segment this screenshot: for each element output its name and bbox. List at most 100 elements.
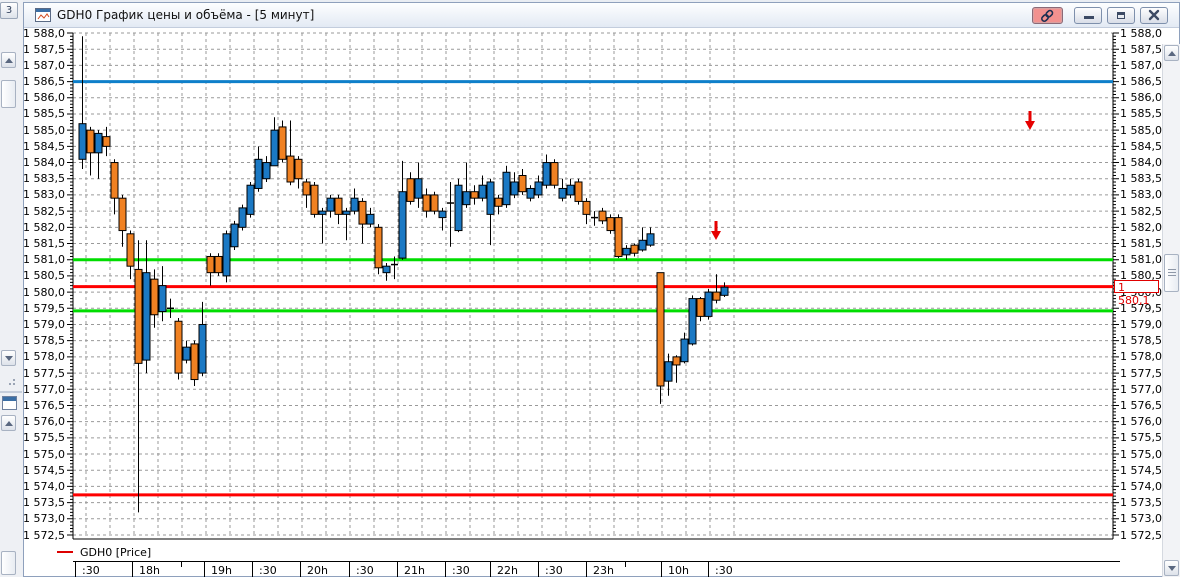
close-button[interactable] bbox=[1140, 7, 1168, 24]
candle bbox=[174, 318, 183, 380]
price-axis-label: 1 586,0 bbox=[23, 91, 65, 105]
candle bbox=[230, 220, 239, 250]
price-axis-label: 1 588,0 bbox=[23, 26, 65, 40]
candle bbox=[606, 214, 615, 234]
price-axis-label: 1 583,5 bbox=[1120, 172, 1162, 186]
background-window-icon bbox=[2, 396, 17, 410]
candle bbox=[350, 188, 359, 215]
price-axis-label: 1 580,5 bbox=[23, 269, 65, 283]
price-axis-label: 1 577,0 bbox=[1120, 382, 1162, 396]
time-axis-tick bbox=[490, 562, 491, 577]
link-window-button[interactable] bbox=[1032, 7, 1063, 24]
window-divider bbox=[0, 391, 22, 393]
candle bbox=[630, 243, 639, 257]
price-axis-label: 1 586,5 bbox=[23, 75, 65, 89]
candle bbox=[478, 175, 487, 202]
arrow-up-icon bbox=[5, 58, 13, 63]
current-price-label: 1 580,1 bbox=[1114, 280, 1159, 307]
arrow-down-icon bbox=[5, 356, 13, 361]
chart-vertical-scrollbar[interactable] bbox=[1162, 44, 1180, 577]
candle bbox=[656, 272, 665, 404]
candle bbox=[470, 185, 479, 205]
restore-icon bbox=[1117, 12, 1125, 19]
candle bbox=[566, 178, 575, 199]
scroll-down-button[interactable] bbox=[1164, 560, 1179, 576]
time-axis-label: :30 bbox=[715, 564, 733, 577]
price-axis-label: 1 576,5 bbox=[1120, 398, 1162, 412]
down-arrow-annotation bbox=[1025, 111, 1035, 130]
restore-button[interactable] bbox=[1107, 7, 1135, 24]
scrollbar-thumb[interactable] bbox=[1, 80, 16, 108]
price-axis-label: 1 579,0 bbox=[23, 317, 65, 331]
time-axis-tick bbox=[661, 562, 662, 577]
minimize-button[interactable] bbox=[1074, 7, 1102, 24]
candle bbox=[526, 185, 535, 202]
time-axis-label: 20h bbox=[307, 564, 328, 577]
candle bbox=[462, 162, 471, 208]
price-axis-label: 1 585,0 bbox=[23, 123, 65, 137]
candle bbox=[86, 126, 95, 176]
minimize-icon bbox=[1084, 16, 1094, 19]
background-toolbar-button[interactable]: 3 bbox=[0, 2, 18, 19]
price-axis-major-ticks bbox=[67, 32, 1119, 536]
price-axis-label: 1 577,0 bbox=[23, 382, 65, 396]
chart-window-icon bbox=[35, 8, 51, 22]
time-axis-label: 22h bbox=[497, 564, 518, 577]
scroll-up-button[interactable] bbox=[1, 415, 16, 431]
scroll-up-button[interactable] bbox=[1, 52, 16, 68]
price-axis-label: 1 583,0 bbox=[1120, 188, 1162, 202]
chain-link-icon bbox=[1041, 9, 1054, 22]
candle bbox=[102, 126, 111, 157]
candle bbox=[326, 194, 335, 218]
time-axis-label: 23h bbox=[593, 564, 614, 577]
candle bbox=[486, 178, 495, 246]
candle bbox=[254, 146, 263, 192]
down-arrow-annotation bbox=[711, 221, 721, 240]
candle bbox=[374, 224, 383, 275]
candle bbox=[510, 172, 519, 199]
price-series-swatch-icon bbox=[57, 551, 73, 553]
candle bbox=[190, 340, 199, 387]
scroll-down-button[interactable] bbox=[1, 350, 16, 366]
candle bbox=[574, 178, 583, 205]
candle bbox=[534, 175, 543, 199]
candle bbox=[222, 230, 231, 283]
candle bbox=[622, 245, 631, 260]
price-axis-label: 1 584,5 bbox=[1120, 139, 1162, 153]
candle bbox=[704, 288, 713, 320]
time-axis-label: :30 bbox=[452, 564, 470, 577]
price-axis-label: 1 588,0 bbox=[1120, 26, 1162, 40]
price-axis-label: 1 581,5 bbox=[1120, 237, 1162, 251]
price-axis-label: 1 582,5 bbox=[23, 204, 65, 218]
candle bbox=[342, 207, 351, 241]
candle bbox=[167, 298, 174, 319]
scrollbar-thumb[interactable] bbox=[1, 551, 16, 575]
arrow-up-icon bbox=[5, 421, 13, 426]
price-axis-label: 1 585,5 bbox=[1120, 107, 1162, 121]
candle bbox=[198, 301, 207, 377]
candle bbox=[358, 198, 367, 244]
price-axis-label: 1 576,5 bbox=[23, 398, 65, 412]
candle bbox=[712, 274, 721, 304]
resize-grip-icon[interactable] bbox=[5, 375, 15, 385]
candle bbox=[430, 191, 439, 215]
candle bbox=[126, 230, 135, 280]
window-titlebar[interactable]: GDH0 График цены и объёма - [5 минут] bbox=[24, 3, 1179, 28]
price-axis-label: 1 573,5 bbox=[1120, 496, 1162, 510]
candle bbox=[614, 214, 623, 259]
candle bbox=[591, 211, 598, 226]
candle bbox=[672, 355, 681, 383]
background-scrollbar-upper bbox=[1, 0, 16, 443]
price-axis-label: 1 574,0 bbox=[1120, 479, 1162, 493]
candle bbox=[142, 240, 151, 374]
scroll-up-button[interactable] bbox=[1164, 45, 1179, 61]
scrollbar-thumb[interactable] bbox=[1164, 254, 1179, 292]
price-axis-label: 1 574,5 bbox=[23, 463, 65, 477]
time-axis-tick bbox=[204, 562, 205, 577]
candle bbox=[206, 253, 215, 286]
candle bbox=[447, 181, 454, 247]
price-axis-label: 1 575,5 bbox=[1120, 431, 1162, 445]
time-axis-tick bbox=[708, 562, 709, 577]
price-axis-label: 1 573,0 bbox=[1120, 512, 1162, 526]
price-axis-label: 1 578,5 bbox=[23, 334, 65, 348]
